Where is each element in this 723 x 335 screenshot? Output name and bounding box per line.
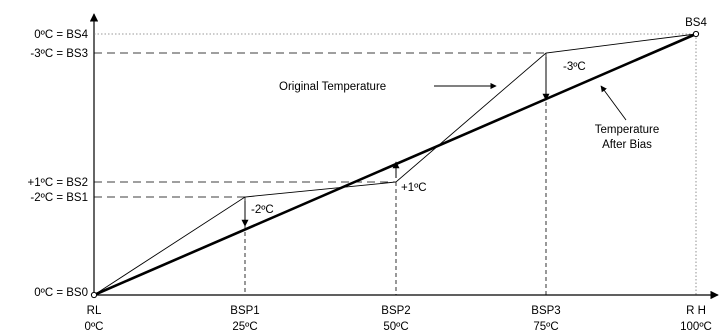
bias-label-bsp3: -3ºC [563, 61, 586, 73]
endpoint-label-bs4: BS4 [685, 17, 707, 29]
x-tick-bsp2: BSP2 [381, 305, 410, 317]
x-tick-bsp1-value: 25ºC [232, 321, 257, 333]
x-tick-bsp2-value: 50ºC [383, 321, 408, 333]
after-bias-label-line1: Temperature [595, 124, 660, 136]
y-label-bs0: 0ºC = BS0 [34, 287, 88, 299]
y-label-bs2: +1ºC = BS2 [28, 177, 88, 189]
x-tick-rl: RL [87, 305, 102, 317]
bias-label-bsp2: +1ºC [401, 182, 427, 194]
x-tick-bsp3: BSP3 [531, 305, 560, 317]
x-tick-bsp1: BSP1 [230, 305, 259, 317]
original-temperature-line [93, 33, 697, 296]
y-label-bs3: -3ºC = BS3 [30, 48, 88, 60]
after-bias-callout-arrow [600, 85, 627, 121]
y-label-bs1: -2ºC = BS1 [30, 192, 88, 204]
x-tick-rl-value: 0ºC [85, 321, 104, 333]
original-temperature-label: Original Temperature [279, 81, 386, 93]
x-tick-rh-value: 100ºC [680, 321, 712, 333]
y-label-bs4: 0ºC = BS4 [34, 29, 88, 41]
after-bias-line [93, 32, 697, 297]
bs4-point [692, 30, 700, 38]
after-bias-label-line2: After Bias [602, 139, 652, 151]
x-tick-rh: R H [686, 305, 706, 317]
x-tick-bsp3-value: 75ºC [533, 321, 558, 333]
origin-point [90, 291, 98, 299]
bias-label-bsp1: -2ºC [251, 204, 274, 216]
